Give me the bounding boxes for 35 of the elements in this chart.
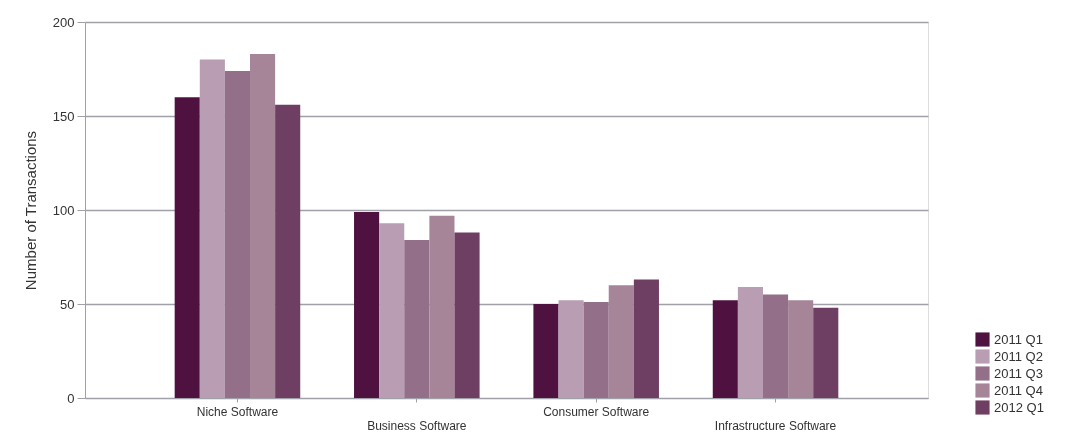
x-tick-label: Consumer Software <box>543 404 650 419</box>
legend-label: 2011 Q4 <box>994 382 1043 398</box>
bar <box>608 285 634 398</box>
bar <box>712 300 738 398</box>
bar <box>533 304 559 398</box>
bar <box>558 300 584 398</box>
bar <box>250 53 276 398</box>
bar <box>275 104 301 398</box>
y-tick-label: 200 <box>52 14 75 30</box>
x-tick-label: Business Software <box>367 418 467 433</box>
bar <box>429 215 455 398</box>
bar <box>174 97 200 398</box>
y-tick-label: 100 <box>52 202 75 218</box>
bar <box>404 240 430 398</box>
bar <box>813 307 839 398</box>
y-tick-label: 0 <box>67 390 75 406</box>
bar <box>788 300 814 398</box>
bar <box>737 287 763 398</box>
bar <box>454 232 480 398</box>
y-tick-label: 150 <box>52 108 75 124</box>
legend-label: 2011 Q3 <box>994 365 1043 381</box>
bar <box>762 294 789 398</box>
bar <box>224 70 251 398</box>
legend-label: 2012 Q1 <box>994 399 1044 415</box>
bar <box>379 223 405 398</box>
bar <box>583 302 609 398</box>
x-tick-label: Niche Software <box>196 404 279 419</box>
legend-label: 2011 Q1 <box>994 331 1043 347</box>
bar <box>633 279 659 398</box>
y-tick-label: 50 <box>60 296 75 312</box>
x-tick-label: Infrastructure Software <box>714 418 837 433</box>
bar <box>354 211 380 398</box>
legend-label: 2011 Q2 <box>994 348 1043 364</box>
y-axis-title: Number of Transactions <box>21 130 39 291</box>
bar <box>199 59 225 398</box>
